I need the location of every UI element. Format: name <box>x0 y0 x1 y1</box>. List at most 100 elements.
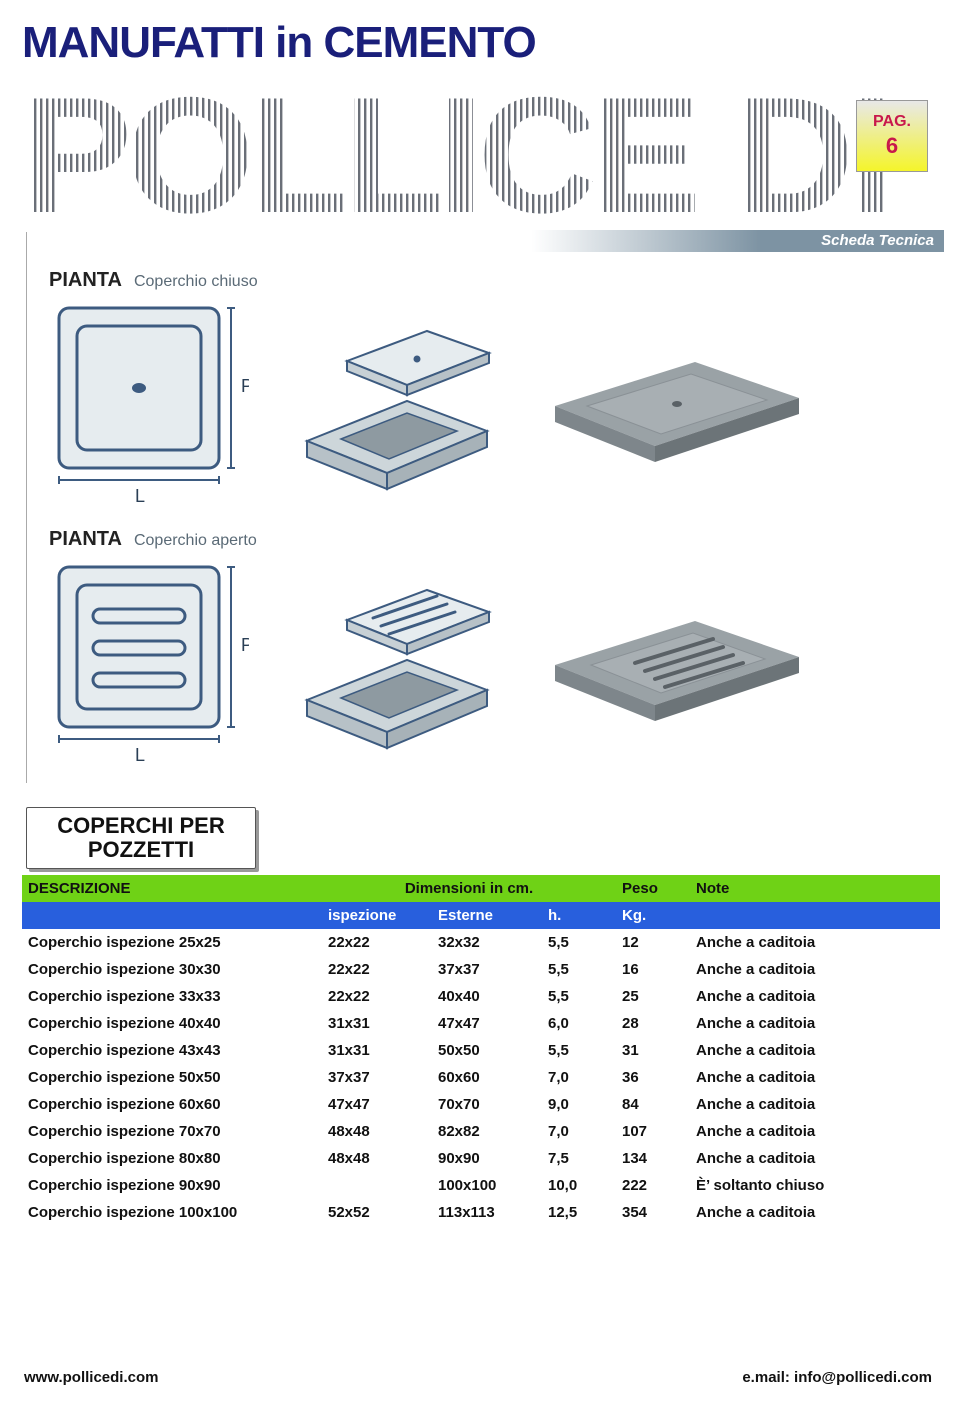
cell-kg: 36 <box>616 1064 690 1091</box>
cell-desc: Coperchio ispezione 33x33 <box>22 983 322 1010</box>
iso-open-illustration <box>277 560 507 765</box>
cell-desc: Coperchio ispezione 60x60 <box>22 1091 322 1118</box>
cell-isp <box>322 1172 432 1199</box>
section-title-line1: COPERCHI PER <box>39 814 243 838</box>
table-row: Coperchio ispezione 50x5037x3760x607,036… <box>22 1064 940 1091</box>
table-row: Coperchio ispezione 33x3322x2240x405,525… <box>22 983 940 1010</box>
cell-note: Anche a caditoia <box>690 1118 940 1145</box>
cell-note: Anche a caditoia <box>690 1199 940 1226</box>
cell-ext: 47x47 <box>432 1010 542 1037</box>
page-footer: www.pollicedi.com e.mail: info@pollicedi… <box>24 1369 932 1386</box>
cell-ext: 100x100 <box>432 1172 542 1199</box>
cell-ext: 50x50 <box>432 1037 542 1064</box>
cell-h: 5,5 <box>542 956 616 983</box>
cell-kg: 354 <box>616 1199 690 1226</box>
plan-drawing-open: P L <box>49 557 249 767</box>
cell-h: 5,5 <box>542 1037 616 1064</box>
cell-h: 5,5 <box>542 929 616 956</box>
cell-kg: 107 <box>616 1118 690 1145</box>
pianta-label-2: PIANTA <box>49 528 122 551</box>
cell-h: 7,5 <box>542 1145 616 1172</box>
cell-desc: Coperchio ispezione 70x70 <box>22 1118 322 1145</box>
table-row: Coperchio ispezione 60x6047x4770x709,084… <box>22 1091 940 1118</box>
cell-ext: 82x82 <box>432 1118 542 1145</box>
cell-desc: Coperchio ispezione 30x30 <box>22 956 322 983</box>
cell-kg: 222 <box>616 1172 690 1199</box>
cell-kg: 12 <box>616 929 690 956</box>
table-header-row-1: DESCRIZIONE Dimensioni in cm. Peso Note <box>22 875 940 902</box>
table-body: Coperchio ispezione 25x2522x2232x325,512… <box>22 929 940 1226</box>
section-title: COPERCHI PER POZZETTI <box>26 807 256 869</box>
cell-isp: 22x22 <box>322 956 432 983</box>
cell-desc: Coperchio ispezione 50x50 <box>22 1064 322 1091</box>
cell-kg: 134 <box>616 1145 690 1172</box>
th-h: h. <box>542 902 616 929</box>
cell-note: È’ soltanto chiuso <box>690 1172 940 1199</box>
photo-open-illustration <box>535 585 815 740</box>
cell-h: 9,0 <box>542 1091 616 1118</box>
dim-l-label: L <box>135 486 145 506</box>
cell-ext: 113x113 <box>432 1199 542 1226</box>
cell-note: Anche a caditoia <box>690 1037 940 1064</box>
cell-h: 10,0 <box>542 1172 616 1199</box>
cell-ext: 37x37 <box>432 956 542 983</box>
cell-isp: 31x31 <box>322 1037 432 1064</box>
cell-note: Anche a caditoia <box>690 956 940 983</box>
scheda-tecnica-band: Scheda Tecnica <box>27 230 944 252</box>
cell-note: Anche a caditoia <box>690 1091 940 1118</box>
cell-h: 5,5 <box>542 983 616 1010</box>
cell-kg: 16 <box>616 956 690 983</box>
cell-ext: 90x90 <box>432 1145 542 1172</box>
page-number: 6 <box>886 133 898 159</box>
pianta-closed-block: PIANTA Coperchio chiuso <box>27 255 944 514</box>
table-row: Coperchio ispezione 43x4331x3150x505,531… <box>22 1037 940 1064</box>
table-row: Coperchio ispezione 80x8048x4890x907,513… <box>22 1145 940 1172</box>
th-esterne: Esterne <box>432 902 542 929</box>
cell-isp: 22x22 <box>322 983 432 1010</box>
cell-ext: 32x32 <box>432 929 542 956</box>
cell-note: Anche a caditoia <box>690 1145 940 1172</box>
table-header-row-2: ispezione Esterne h. Kg. <box>22 902 940 929</box>
cell-isp: 37x37 <box>322 1064 432 1091</box>
table-row: Coperchio ispezione 90x90 100x10010,0222È… <box>22 1172 940 1199</box>
cell-isp: 47x47 <box>322 1091 432 1118</box>
cell-desc: Coperchio ispezione 25x25 <box>22 929 322 956</box>
cell-h: 6,0 <box>542 1010 616 1037</box>
th-blank <box>22 902 322 929</box>
cell-desc: Coperchio ispezione 90x90 <box>22 1172 322 1199</box>
table-row: Coperchio ispezione 100x10052x52113x1131… <box>22 1199 940 1226</box>
page-title: MANUFATTI in CEMENTO <box>22 18 932 68</box>
pianta-open-sub: Coperchio aperto <box>134 532 257 550</box>
cell-ext: 70x70 <box>432 1091 542 1118</box>
cell-desc: Coperchio ispezione 40x40 <box>22 1010 322 1037</box>
pianta-label: PIANTA <box>49 269 122 292</box>
spec-table: DESCRIZIONE Dimensioni in cm. Peso Note … <box>22 875 940 1226</box>
page-label: PAG. <box>873 113 911 131</box>
table-row: Coperchio ispezione 40x4031x3147x476,028… <box>22 1010 940 1037</box>
section-title-line2: POZZETTI <box>39 838 243 862</box>
brand-text: POLLICE DI <box>22 63 888 232</box>
th-dimensioni: Dimensioni in cm. <box>322 875 616 902</box>
th-blank2 <box>690 902 940 929</box>
footer-right: e.mail: info@pollicedi.com <box>742 1369 932 1386</box>
cell-desc: Coperchio ispezione 80x80 <box>22 1145 322 1172</box>
th-descrizione: DESCRIZIONE <box>22 875 322 902</box>
cell-isp: 48x48 <box>322 1118 432 1145</box>
table-row: Coperchio ispezione 25x2522x2232x325,512… <box>22 929 940 956</box>
cell-h: 12,5 <box>542 1199 616 1226</box>
cell-kg: 28 <box>616 1010 690 1037</box>
cell-desc: Coperchio ispezione 100x100 <box>22 1199 322 1226</box>
table-row: Coperchio ispezione 70x7048x4882x827,010… <box>22 1118 940 1145</box>
cell-h: 7,0 <box>542 1064 616 1091</box>
cell-isp: 31x31 <box>322 1010 432 1037</box>
cell-isp: 52x52 <box>322 1199 432 1226</box>
cell-isp: 22x22 <box>322 929 432 956</box>
th-peso: Peso <box>616 875 690 902</box>
cell-note: Anche a caditoia <box>690 1064 940 1091</box>
cell-ext: 40x40 <box>432 983 542 1010</box>
svg-text:L: L <box>135 745 145 765</box>
plan-drawing-closed: P L <box>49 298 249 508</box>
svg-text:P: P <box>241 635 249 655</box>
cell-note: Anche a caditoia <box>690 1010 940 1037</box>
pianta-closed-sub: Coperchio chiuso <box>134 273 258 291</box>
